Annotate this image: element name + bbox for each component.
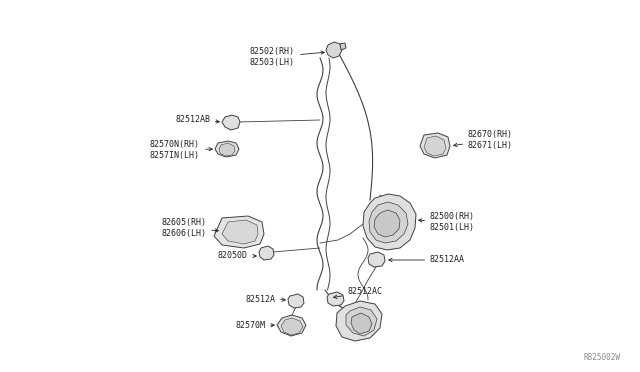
- Text: 82512A: 82512A: [245, 295, 285, 304]
- Polygon shape: [351, 313, 372, 334]
- Polygon shape: [327, 292, 344, 306]
- Text: 82605(RH)
82606(LH): 82605(RH) 82606(LH): [161, 218, 218, 238]
- Polygon shape: [336, 301, 382, 341]
- Text: 82512AB: 82512AB: [175, 115, 220, 125]
- Polygon shape: [281, 318, 303, 335]
- Polygon shape: [222, 115, 240, 130]
- Polygon shape: [277, 315, 306, 336]
- Polygon shape: [219, 143, 235, 156]
- Polygon shape: [288, 294, 304, 308]
- Polygon shape: [222, 220, 258, 244]
- Text: 82512AC: 82512AC: [333, 288, 383, 298]
- Polygon shape: [369, 202, 408, 243]
- Polygon shape: [215, 141, 239, 157]
- Text: 82502(RH)
82503(LH): 82502(RH) 82503(LH): [250, 47, 324, 67]
- Text: 82050D: 82050D: [218, 251, 256, 260]
- Polygon shape: [259, 246, 274, 260]
- Polygon shape: [326, 42, 342, 58]
- Polygon shape: [420, 133, 450, 158]
- Polygon shape: [340, 43, 346, 50]
- Polygon shape: [363, 194, 416, 250]
- Polygon shape: [374, 210, 400, 237]
- Polygon shape: [346, 307, 377, 336]
- Polygon shape: [368, 252, 385, 267]
- Text: R825002W: R825002W: [583, 353, 620, 362]
- Text: 82670(RH)
82671(LH): 82670(RH) 82671(LH): [454, 130, 513, 150]
- Polygon shape: [214, 216, 264, 248]
- Polygon shape: [424, 136, 446, 156]
- Text: 82570M: 82570M: [235, 321, 275, 330]
- Text: 82570N(RH)
8257IN(LH): 82570N(RH) 8257IN(LH): [150, 140, 212, 160]
- Text: 82512AA: 82512AA: [388, 256, 465, 264]
- Text: 82500(RH)
82501(LH): 82500(RH) 82501(LH): [419, 212, 475, 232]
